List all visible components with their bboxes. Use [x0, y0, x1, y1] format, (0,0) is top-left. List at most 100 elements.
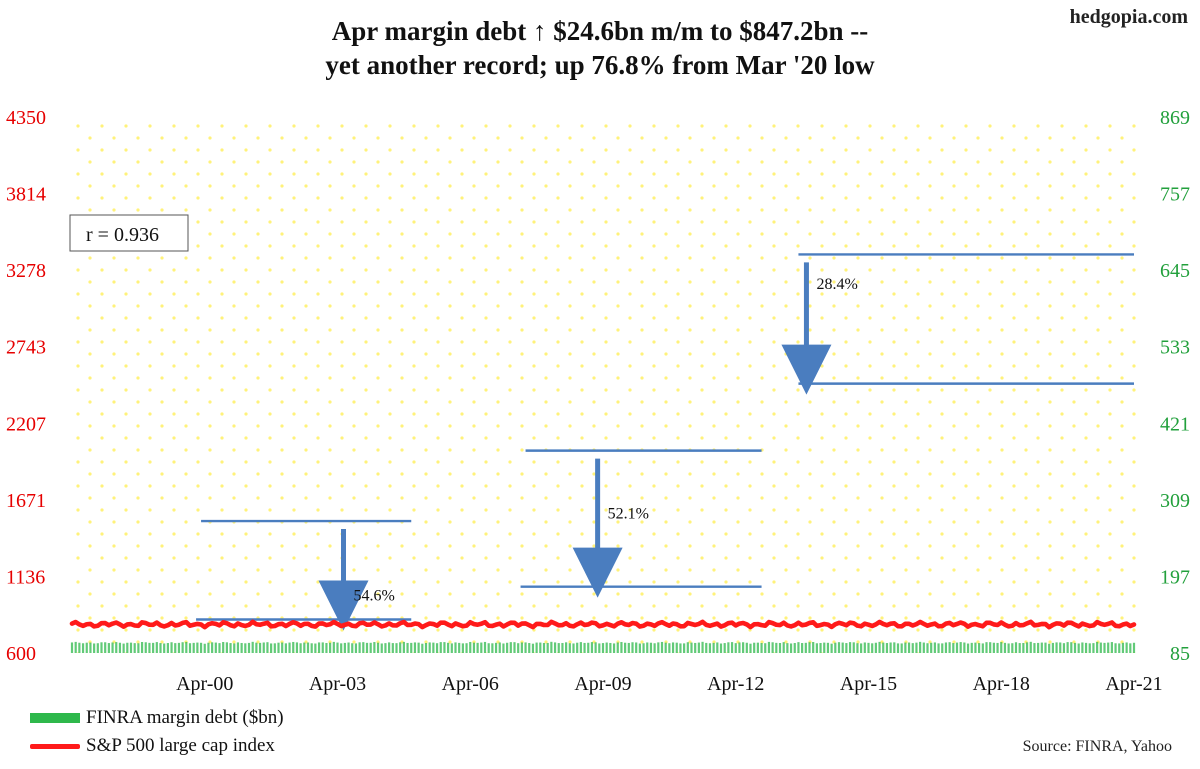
- margin-debt-bar: [804, 642, 807, 653]
- x-tick-label: Apr-09: [574, 673, 631, 695]
- left-tick-label: 2743: [6, 337, 46, 359]
- margin-debt-bar: [1107, 642, 1110, 653]
- margin-debt-bar: [1055, 642, 1058, 653]
- x-tick-label: Apr-21: [1105, 673, 1162, 695]
- margin-debt-bar: [1003, 642, 1007, 653]
- margin-debt-bar: [1099, 642, 1102, 653]
- margin-debt-bar: [480, 642, 483, 653]
- margin-debt-bar: [395, 643, 398, 653]
- margin-debt-bar: [325, 642, 328, 653]
- margin-debt-bar: [365, 642, 369, 653]
- margin-debt-bar: [417, 642, 420, 653]
- margin-debt-bar: [240, 642, 243, 653]
- margin-debt-bar: [96, 643, 99, 653]
- margin-debt-bar: [384, 643, 387, 653]
- margin-debt-bar: [163, 643, 166, 653]
- margin-debt-bar: [837, 642, 841, 653]
- margin-debt-bar: [270, 643, 273, 653]
- margin-debt-bar: [1051, 642, 1054, 653]
- margin-debt-bar: [351, 643, 354, 653]
- drawdown-label: 28.4%: [816, 276, 857, 293]
- margin-debt-bar: [244, 643, 247, 653]
- margin-debt-bar: [1121, 642, 1125, 653]
- margin-debt-bar: [362, 642, 365, 653]
- left-tick-label: 1671: [6, 490, 46, 512]
- margin-debt-bar: [598, 643, 601, 653]
- margin-debt-bar: [524, 642, 527, 653]
- margin-debt-bar: [782, 642, 785, 653]
- margin-debt-bar: [930, 642, 933, 653]
- margin-debt-bar: [907, 642, 911, 653]
- margin-debt-bar: [247, 642, 251, 653]
- margin-debt-bar: [601, 643, 605, 653]
- margin-debt-bar: [498, 642, 501, 653]
- margin-debt-bar: [660, 641, 664, 653]
- margin-debt-bar: [402, 641, 405, 653]
- margin-debt-bar: [152, 642, 155, 653]
- margin-debt-bar: [424, 642, 428, 653]
- margin-debt-bar: [148, 642, 151, 653]
- margin-debt-bar: [81, 643, 85, 653]
- margin-debt-bar: [118, 642, 122, 653]
- x-tick-label: Apr-18: [973, 673, 1030, 695]
- margin-debt-bar: [981, 643, 984, 653]
- margin-debt-bar: [671, 642, 675, 653]
- margin-debt-bar: [948, 642, 951, 653]
- margin-debt-bar: [340, 643, 343, 653]
- source-note: Source: FINRA, Yahoo: [1022, 738, 1172, 755]
- margin-debt-bar: [1037, 642, 1040, 653]
- margin-debt-bar: [236, 642, 240, 653]
- legend: FINRA margin debt ($bn) S&P 500 large ca…: [30, 704, 284, 760]
- legend-swatch-line: [30, 743, 80, 749]
- margin-debt-bar: [786, 643, 789, 653]
- margin-debt-bar: [793, 643, 796, 653]
- margin-debt-bar: [919, 641, 922, 653]
- margin-debt-bar: [915, 642, 918, 653]
- margin-debt-bar: [277, 642, 280, 653]
- margin-debt-bar: [85, 642, 88, 653]
- margin-debt-bar: [107, 643, 110, 653]
- margin-debt-bar: [683, 643, 686, 653]
- margin-debt-bar: [826, 642, 830, 653]
- margin-debt-bar: [133, 643, 136, 653]
- margin-debt-bar: [292, 641, 295, 653]
- margin-debt-bar: [1007, 643, 1010, 653]
- margin-debt-bar: [428, 642, 431, 653]
- margin-debt-bar: [823, 642, 826, 653]
- margin-debt-bar: [487, 643, 490, 653]
- margin-debt-bar: [642, 643, 645, 653]
- margin-debt-bar: [631, 642, 634, 653]
- left-tick-label: 2207: [6, 413, 46, 435]
- margin-debt-bar: [727, 642, 730, 653]
- margin-debt-bar: [767, 641, 771, 653]
- x-tick-label: Apr-03: [309, 673, 366, 695]
- margin-debt-bar: [284, 643, 287, 653]
- margin-debt-bar: [716, 642, 719, 653]
- margin-debt-bar: [871, 643, 874, 653]
- margin-debt-bar: [126, 642, 129, 653]
- margin-debt-bar: [675, 642, 678, 653]
- margin-debt-bar: [354, 643, 358, 653]
- margin-debt-bar: [911, 643, 914, 653]
- margin-debt-bar: [181, 642, 184, 653]
- margin-debt-bar: [170, 642, 173, 653]
- margin-debt-bar: [303, 642, 306, 653]
- annotations: 54.6% 52.1% 28.4%: [196, 253, 1134, 631]
- margin-debt-bar: [1081, 642, 1084, 653]
- margin-debt-bar: [896, 643, 900, 653]
- margin-debt-bar: [764, 643, 767, 653]
- margin-debt-bar: [926, 643, 929, 653]
- margin-debt-bar: [347, 642, 350, 653]
- margin-debt-bar: [819, 642, 822, 653]
- margin-debt-bar: [273, 643, 276, 653]
- margin-debt-bar: [144, 642, 147, 653]
- margin-debt-bar: [590, 642, 594, 653]
- margin-debt-bar: [443, 642, 446, 653]
- margin-debt-bar: [520, 642, 523, 653]
- margin-debt-bar: [834, 642, 837, 653]
- margin-debt-bar: [1011, 643, 1014, 653]
- margin-debt-bar: [388, 642, 391, 653]
- margin-debt-bar: [100, 642, 103, 653]
- margin-debt-bar: [686, 642, 689, 653]
- margin-debt-bar: [568, 643, 571, 653]
